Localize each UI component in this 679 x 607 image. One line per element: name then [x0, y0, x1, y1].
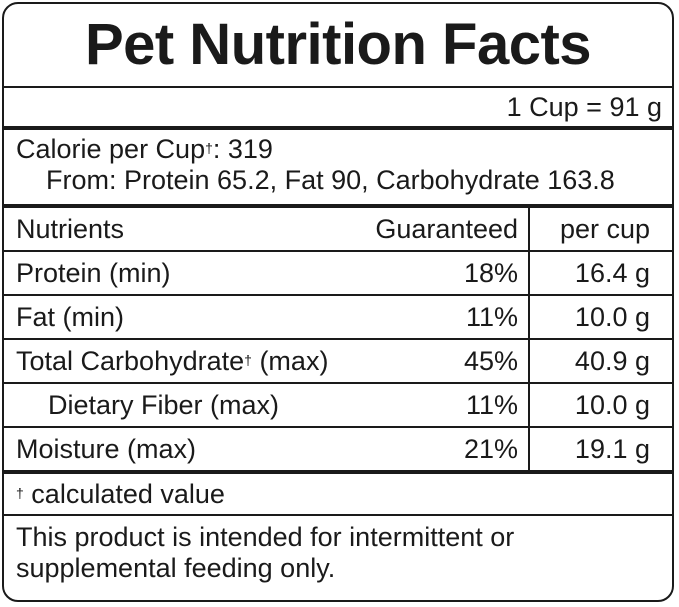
calories-section: Calorie per Cup†: 319 From: Protein 65.2…	[4, 130, 672, 208]
nutrition-label: Pet Nutrition Facts 1 Cup = 91 g Calorie…	[2, 2, 674, 602]
nutrient-name: Protein (min)	[4, 251, 368, 296]
per-cup-value: 10.0 g	[529, 295, 672, 340]
table-row: Dietary Fiber (max) 11% 10.0 g	[4, 383, 672, 428]
statement-line: supplemental feeding only.	[16, 553, 336, 583]
nutrient-name: Dietary Fiber (max)	[4, 383, 368, 428]
table-row: Moisture (max) 21% 19.1 g	[4, 427, 672, 474]
table-row: Protein (min) 18% 16.4 g	[4, 251, 672, 296]
table-row: Fat (min) 11% 10.0 g	[4, 295, 672, 340]
feeding-statement: This product is intended for intermitten…	[4, 516, 672, 584]
calories-label: Calorie per Cup	[16, 134, 206, 164]
table-row: Total Carbohydrate† (max) 45% 40.9 g	[4, 339, 672, 384]
calories-from: From: Protein 65.2, Fat 90, Carbohydrate…	[46, 165, 615, 195]
label-title: Pet Nutrition Facts	[4, 4, 672, 88]
dagger-mark: †	[205, 140, 213, 156]
calories-value: : 319	[212, 134, 273, 164]
nutrient-name-cell: Total Carbohydrate† (max)	[4, 339, 368, 384]
dagger-mark: †	[16, 485, 24, 501]
guaranteed-value: 21%	[368, 427, 530, 474]
guaranteed-value: 11%	[368, 295, 530, 340]
header-guaranteed: Guaranteed	[368, 208, 530, 252]
serving-size: 1 Cup = 91 g	[4, 88, 672, 130]
per-cup-value: 16.4 g	[529, 251, 672, 296]
nutrient-suffix: (max)	[251, 346, 329, 376]
nutrient-name: Moisture (max)	[4, 427, 368, 474]
guaranteed-value: 45%	[368, 339, 530, 384]
header-per-cup: per cup	[529, 208, 672, 252]
nutrient-name: Total Carbohydrate	[16, 346, 245, 376]
nutrients-table: Nutrients Guaranteed per cup Protein (mi…	[4, 208, 672, 474]
guaranteed-value: 18%	[368, 251, 530, 296]
per-cup-value: 19.1 g	[529, 427, 672, 474]
header-nutrients: Nutrients	[4, 208, 368, 252]
per-cup-value: 10.0 g	[529, 383, 672, 428]
dagger-mark: †	[244, 352, 252, 368]
statement-line: This product is intended for intermitten…	[16, 522, 515, 552]
footnote: † calculated value	[4, 474, 672, 516]
calories-line: Calorie per Cup†: 319	[16, 134, 662, 165]
guaranteed-value: 11%	[368, 383, 530, 428]
nutrient-name: Fat (min)	[4, 295, 368, 340]
per-cup-value: 40.9 g	[529, 339, 672, 384]
footnote-text: calculated value	[23, 479, 225, 509]
table-header-row: Nutrients Guaranteed per cup	[4, 208, 672, 252]
